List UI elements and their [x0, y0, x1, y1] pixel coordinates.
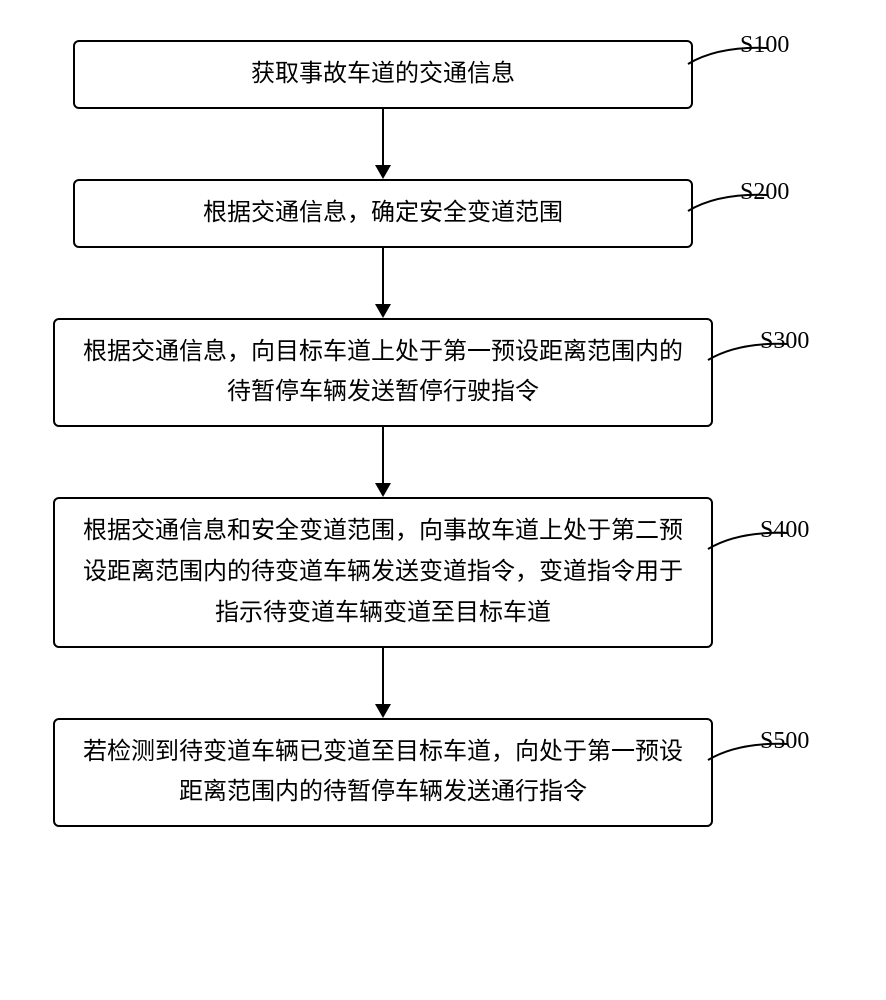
step-row-s100: 获取事故车道的交通信息S100: [20, 40, 866, 109]
step-text: 根据交通信息和安全变道范围，向事故车道上处于第二预设距离范围内的待变道车辆发送变…: [75, 511, 691, 633]
step-text: 获取事故车道的交通信息: [251, 54, 515, 95]
step-box-s100: 获取事故车道的交通信息: [73, 40, 693, 109]
arrow-line: [382, 648, 384, 704]
step-label-s200: S200: [740, 179, 789, 206]
step-row-s300: 根据交通信息，向目标车道上处于第一预设距离范围内的待暂停车辆发送暂停行驶指令 S3…: [20, 318, 866, 428]
connector-s200: [20, 248, 866, 318]
arrow-line: [382, 427, 384, 483]
step-box-s400: 根据交通信息和安全变道范围，向事故车道上处于第二预设距离范围内的待变道车辆发送变…: [53, 497, 713, 647]
step-row-s500: 若检测到待变道车辆已变道至目标车道，向处于第一预设距离范围内的待暂停车辆发送通行…: [20, 718, 866, 828]
arrow-head: [375, 483, 391, 497]
connector-s400: [20, 648, 866, 718]
step-label-s500: S500: [760, 728, 809, 755]
step-box-s300: 根据交通信息，向目标车道上处于第一预设距离范围内的待暂停车辆发送暂停行驶指令: [53, 318, 713, 428]
connector-s100: [20, 109, 866, 179]
step-box-s500: 若检测到待变道车辆已变道至目标车道，向处于第一预设距离范围内的待暂停车辆发送通行…: [53, 718, 713, 828]
arrow-line: [382, 109, 384, 165]
arrow-head: [375, 165, 391, 179]
arrow-line: [382, 248, 384, 304]
step-text: 根据交通信息，向目标车道上处于第一预设距离范围内的待暂停车辆发送暂停行驶指令: [75, 332, 691, 414]
step-box-s200: 根据交通信息，确定安全变道范围: [73, 179, 693, 248]
step-label-s400: S400: [760, 517, 809, 544]
step-row-s400: 根据交通信息和安全变道范围，向事故车道上处于第二预设距离范围内的待变道车辆发送变…: [20, 497, 866, 647]
connector-s300: [20, 427, 866, 497]
step-label-s100: S100: [740, 32, 789, 59]
step-row-s200: 根据交通信息，确定安全变道范围 S200: [20, 179, 866, 248]
step-label-s300: S300: [760, 328, 809, 355]
step-text: 根据交通信息，确定安全变道范围: [203, 193, 563, 234]
flowchart-container: 获取事故车道的交通信息S100根据交通信息，确定安全变道范围S200根据交通信息…: [20, 40, 866, 827]
step-text: 若检测到待变道车辆已变道至目标车道，向处于第一预设距离范围内的待暂停车辆发送通行…: [75, 732, 691, 814]
arrow-head: [375, 704, 391, 718]
arrow-head: [375, 304, 391, 318]
